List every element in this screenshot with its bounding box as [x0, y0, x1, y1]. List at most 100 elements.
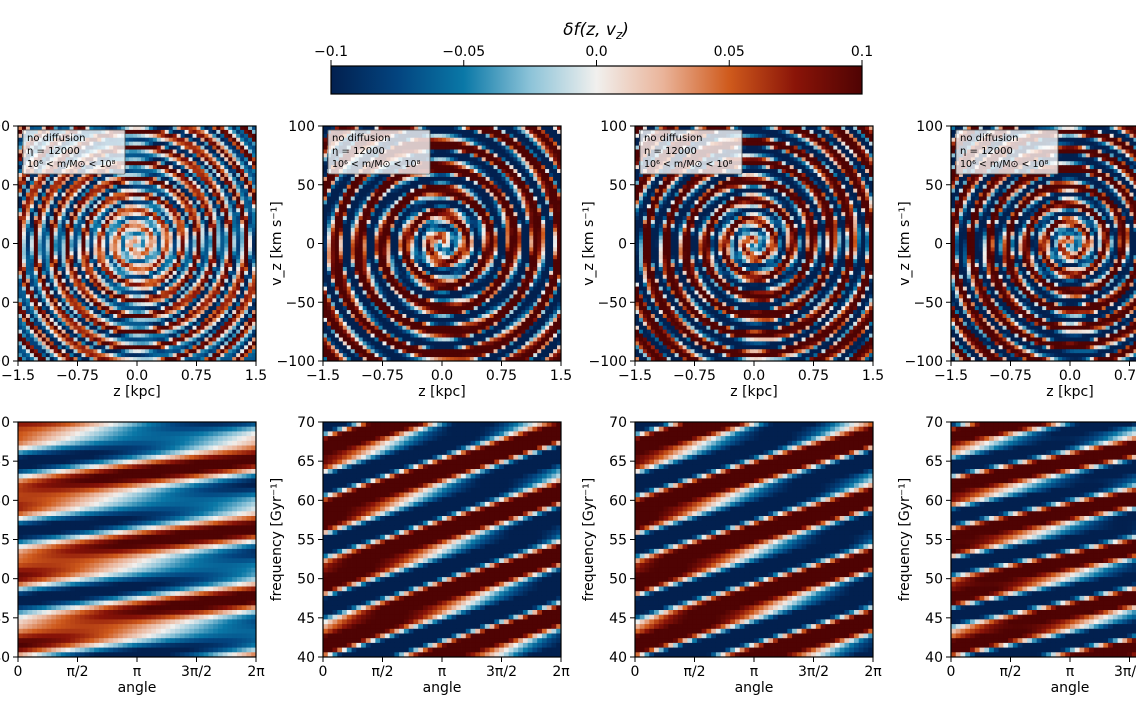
heatmap-cell [93, 290, 98, 295]
heatmap-cell [125, 263, 130, 268]
heatmap-cell [168, 329, 174, 334]
heatmap-cell [140, 306, 146, 311]
heatmap-cell [41, 341, 47, 346]
heatmap-cell [81, 243, 86, 248]
heatmap-cell [184, 220, 189, 225]
heatmap-cell [461, 133, 467, 139]
heatmap-cell [33, 259, 39, 264]
heatmap-cell [374, 192, 379, 197]
heatmap-cell [160, 227, 166, 233]
heatmap-cell [477, 133, 483, 139]
heatmap-cell [497, 180, 502, 186]
heatmap-cell [105, 176, 110, 182]
heatmap-cell [204, 204, 209, 209]
heatmap-cell [69, 173, 74, 178]
heatmap-cell [81, 290, 86, 295]
heatmap-cell [137, 235, 142, 240]
heatmap-cell [414, 180, 419, 186]
heatmap-cell [220, 278, 225, 284]
heatmap-cell [129, 212, 134, 217]
heatmap-cell [140, 333, 146, 338]
heatmap-cell [137, 184, 142, 190]
heatmap-cell [49, 247, 55, 252]
heatmap-cell [358, 208, 364, 213]
heatmap-cell [140, 290, 146, 295]
heatmap-cell [358, 180, 364, 186]
heatmap-cell [140, 270, 146, 276]
heatmap-cell [144, 267, 150, 272]
heatmap-cell [224, 196, 229, 201]
heatmap-cell [49, 255, 55, 260]
heatmap-cell [168, 188, 174, 193]
heatmap-cell [465, 145, 471, 150]
heatmap-cell [334, 192, 340, 197]
heatmap-cell [326, 196, 332, 201]
heatmap-cell [93, 267, 98, 272]
colorbar-bar [330, 65, 863, 95]
heatmap-cell [196, 169, 201, 174]
heatmap-cell [125, 321, 130, 327]
heatmap-cell [453, 196, 459, 201]
heatmap-cell [549, 165, 554, 170]
heatmap-cell [184, 337, 189, 342]
heatmap-cell [69, 239, 74, 244]
heatmap-cell [93, 173, 98, 178]
heatmap-cell [481, 161, 487, 166]
heatmap-cell [125, 137, 130, 143]
heatmap-cell [517, 184, 522, 190]
heatmap-cell [85, 204, 90, 209]
heatmap-cell [200, 223, 205, 229]
heatmap-cell [418, 180, 423, 186]
heatmap-cell [61, 282, 66, 287]
heatmap-cell [113, 294, 118, 299]
heatmap-cell [224, 208, 229, 213]
heatmap-cell [113, 239, 118, 244]
heatmap-cell [220, 216, 225, 221]
heatmap-cell [160, 321, 166, 327]
heatmap-cell [21, 278, 27, 284]
heatmap-cell [97, 267, 102, 272]
heatmap-cell [224, 223, 229, 229]
heatmap-cell [489, 208, 494, 213]
heatmap-cell [164, 306, 170, 311]
heatmap-cell [418, 184, 423, 190]
heatmap-cell [453, 184, 459, 190]
heatmap-cell [73, 259, 78, 264]
heatmap-cell [156, 294, 162, 299]
heatmap-cell [121, 325, 126, 331]
heatmap-cell [232, 294, 237, 299]
heatmap-cell [140, 161, 146, 166]
heatmap-cell [73, 216, 78, 221]
heatmap-cell [553, 196, 558, 201]
heatmap-cell [216, 294, 221, 299]
heatmap-cell [529, 196, 534, 201]
heatmap-cell [21, 282, 27, 287]
heatmap-cell [342, 176, 348, 182]
heatmap-cell [37, 314, 43, 319]
heatmap-cell [457, 137, 463, 143]
heatmap-cell [252, 220, 256, 225]
heatmap-cell [473, 208, 479, 213]
heatmap-cell [240, 204, 245, 209]
heatmap-cell [164, 349, 170, 354]
heatmap-cell [192, 286, 197, 291]
heatmap-cell [137, 282, 142, 287]
heatmap-cell [422, 196, 427, 201]
heatmap-cell [438, 184, 443, 190]
heatmap-cell [248, 259, 253, 264]
heatmap-cell [200, 204, 205, 209]
heatmap-cell [505, 161, 510, 166]
heatmap-cell [168, 321, 174, 327]
heatmap-cell [148, 325, 154, 331]
heatmap-cell [45, 314, 51, 319]
heatmap-cell [144, 349, 150, 354]
heatmap-cell [541, 184, 546, 190]
heatmap-cell [366, 208, 371, 213]
heatmap-cell [188, 220, 193, 225]
heatmap-cell [248, 223, 253, 229]
heatmap-cell [81, 298, 86, 303]
heatmap-cell [101, 345, 106, 350]
heatmap-cell [140, 165, 146, 170]
heatmap-cell [73, 325, 78, 331]
heatmap-cell [216, 169, 221, 174]
